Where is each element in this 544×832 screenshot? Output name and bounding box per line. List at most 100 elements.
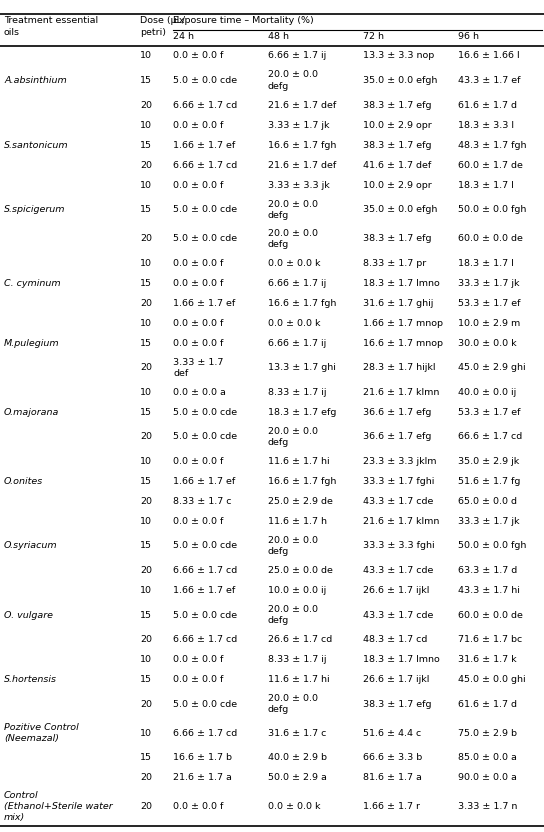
Text: 16.6 ± 1.7 b: 16.6 ± 1.7 b	[173, 753, 232, 762]
Text: 20: 20	[140, 364, 152, 372]
Text: 1.66 ± 1.7 mnop: 1.66 ± 1.7 mnop	[363, 319, 443, 328]
Text: 35.0 ± 2.9 jk: 35.0 ± 2.9 jk	[458, 457, 520, 466]
Text: S.santonicum: S.santonicum	[4, 141, 69, 150]
Text: 40.0 ± 2.9 b: 40.0 ± 2.9 b	[268, 753, 327, 762]
Text: Control
(Ethanol+Sterile water
mix): Control (Ethanol+Sterile water mix)	[4, 791, 113, 823]
Text: 0.0 ± 0.0 f: 0.0 ± 0.0 f	[173, 339, 224, 348]
Text: 20: 20	[140, 635, 152, 644]
Text: 0.0 ± 0.0 k: 0.0 ± 0.0 k	[268, 802, 320, 811]
Text: 36.6 ± 1.7 efg: 36.6 ± 1.7 efg	[363, 408, 431, 417]
Text: 10.0 ± 2.9 m: 10.0 ± 2.9 m	[458, 319, 520, 328]
Text: S.spicigerum: S.spicigerum	[4, 206, 65, 214]
Text: 33.3 ± 3.3 fghi: 33.3 ± 3.3 fghi	[363, 542, 435, 551]
Text: 10: 10	[140, 457, 152, 466]
Text: 11.6 ± 1.7 hi: 11.6 ± 1.7 hi	[268, 457, 330, 466]
Text: 48.3 ± 1.7 cd: 48.3 ± 1.7 cd	[363, 635, 428, 644]
Text: 43.3 ± 1.7 ef: 43.3 ± 1.7 ef	[458, 76, 521, 85]
Text: 26.6 ± 1.7 ijkl: 26.6 ± 1.7 ijkl	[363, 586, 429, 595]
Text: 31.6 ± 1.7 k: 31.6 ± 1.7 k	[458, 655, 517, 664]
Text: 60.0 ± 1.7 de: 60.0 ± 1.7 de	[458, 161, 523, 170]
Text: 10: 10	[140, 586, 152, 595]
Text: 5.0 ± 0.0 cde: 5.0 ± 0.0 cde	[173, 408, 237, 417]
Text: 20: 20	[140, 101, 152, 110]
Text: 3.33 ± 1.7 n: 3.33 ± 1.7 n	[458, 802, 517, 811]
Text: 24 h: 24 h	[173, 32, 194, 41]
Text: 30.0 ± 0.0 k: 30.0 ± 0.0 k	[458, 339, 517, 348]
Text: 10: 10	[140, 181, 152, 190]
Text: 10: 10	[140, 121, 152, 130]
Text: 20: 20	[140, 299, 152, 308]
Text: 5.0 ± 0.0 cde: 5.0 ± 0.0 cde	[173, 76, 237, 85]
Text: 20.0 ± 0.0
defg: 20.0 ± 0.0 defg	[268, 694, 318, 714]
Text: 20.0 ± 0.0
defg: 20.0 ± 0.0 defg	[268, 200, 318, 220]
Text: 45.0 ± 0.0 ghi: 45.0 ± 0.0 ghi	[458, 675, 526, 684]
Text: 3.33 ± 1.7 jk: 3.33 ± 1.7 jk	[268, 121, 330, 130]
Text: 43.3 ± 1.7 cde: 43.3 ± 1.7 cde	[363, 611, 434, 620]
Text: 60.0 ± 0.0 de: 60.0 ± 0.0 de	[458, 235, 523, 243]
Text: 10: 10	[140, 655, 152, 664]
Text: 25.0 ± 0.0 de: 25.0 ± 0.0 de	[268, 566, 333, 575]
Text: 3.33 ± 1.7
def: 3.33 ± 1.7 def	[173, 358, 224, 378]
Text: M.pulegium: M.pulegium	[4, 339, 60, 348]
Text: 21.6 ± 1.7 klmn: 21.6 ± 1.7 klmn	[363, 517, 440, 526]
Text: 0.0 ± 0.0 f: 0.0 ± 0.0 f	[173, 319, 224, 328]
Text: 33.3 ± 1.7 fghi: 33.3 ± 1.7 fghi	[363, 477, 434, 486]
Text: 85.0 ± 0.0 a: 85.0 ± 0.0 a	[458, 753, 517, 762]
Text: 6.66 ± 1.7 cd: 6.66 ± 1.7 cd	[173, 635, 237, 644]
Text: 25.0 ± 2.9 de: 25.0 ± 2.9 de	[268, 497, 333, 506]
Text: C. cyminum: C. cyminum	[4, 279, 60, 288]
Text: 15: 15	[140, 339, 152, 348]
Text: 96 h: 96 h	[458, 32, 479, 41]
Text: 1.66 ± 1.7 ef: 1.66 ± 1.7 ef	[173, 477, 235, 486]
Text: 61.6 ± 1.7 d: 61.6 ± 1.7 d	[458, 101, 517, 110]
Text: 15: 15	[140, 141, 152, 150]
Text: 36.6 ± 1.7 efg: 36.6 ± 1.7 efg	[363, 433, 431, 441]
Text: 65.0 ± 0.0 d: 65.0 ± 0.0 d	[458, 497, 517, 506]
Text: 10: 10	[140, 319, 152, 328]
Text: 10.0 ± 0.0 ij: 10.0 ± 0.0 ij	[268, 586, 326, 595]
Text: 51.6 ± 1.7 fg: 51.6 ± 1.7 fg	[458, 477, 521, 486]
Text: 8.33 ± 1.7 ij: 8.33 ± 1.7 ij	[268, 388, 326, 397]
Text: S.hortensis: S.hortensis	[4, 675, 57, 684]
Text: 0.0 ± 0.0 f: 0.0 ± 0.0 f	[173, 517, 224, 526]
Text: 23.3 ± 3.3 jklm: 23.3 ± 3.3 jklm	[363, 457, 436, 466]
Text: 31.6 ± 1.7 c: 31.6 ± 1.7 c	[268, 729, 326, 738]
Text: 66.6 ± 3.3 b: 66.6 ± 3.3 b	[363, 753, 422, 762]
Text: 66.6 ± 1.7 cd: 66.6 ± 1.7 cd	[458, 433, 522, 441]
Text: 81.6 ± 1.7 a: 81.6 ± 1.7 a	[363, 773, 422, 782]
Text: 18.3 ± 1.7 efg: 18.3 ± 1.7 efg	[268, 408, 336, 417]
Text: 0.0 ± 0.0 a: 0.0 ± 0.0 a	[173, 388, 226, 397]
Text: 15: 15	[140, 542, 152, 551]
Text: 61.6 ± 1.7 d: 61.6 ± 1.7 d	[458, 700, 517, 709]
Text: 53.3 ± 1.7 ef: 53.3 ± 1.7 ef	[458, 408, 521, 417]
Text: 20: 20	[140, 802, 152, 811]
Text: 18.3 ± 3.3 l: 18.3 ± 3.3 l	[458, 121, 514, 130]
Text: 20.0 ± 0.0
defg: 20.0 ± 0.0 defg	[268, 536, 318, 556]
Text: 50.0 ± 0.0 fgh: 50.0 ± 0.0 fgh	[458, 206, 527, 214]
Text: 75.0 ± 2.9 b: 75.0 ± 2.9 b	[458, 729, 517, 738]
Text: 63.3 ± 1.7 d: 63.3 ± 1.7 d	[458, 566, 517, 575]
Text: 0.0 ± 0.0 f: 0.0 ± 0.0 f	[173, 121, 224, 130]
Text: 5.0 ± 0.0 cde: 5.0 ± 0.0 cde	[173, 700, 237, 709]
Text: 20: 20	[140, 566, 152, 575]
Text: 50.0 ± 0.0 fgh: 50.0 ± 0.0 fgh	[458, 542, 527, 551]
Text: 26.6 ± 1.7 cd: 26.6 ± 1.7 cd	[268, 635, 332, 644]
Text: 45.0 ± 2.9 ghi: 45.0 ± 2.9 ghi	[458, 364, 526, 372]
Text: O.onites: O.onites	[4, 477, 44, 486]
Text: 20: 20	[140, 235, 152, 243]
Text: 0.0 ± 0.0 k: 0.0 ± 0.0 k	[268, 319, 320, 328]
Text: Pozitive Control
(Neemazal): Pozitive Control (Neemazal)	[4, 723, 79, 743]
Text: 15: 15	[140, 279, 152, 288]
Text: 13.3 ± 1.7 ghi: 13.3 ± 1.7 ghi	[268, 364, 336, 372]
Text: 38.3 ± 1.7 efg: 38.3 ± 1.7 efg	[363, 141, 431, 150]
Text: Treatment essential
oils: Treatment essential oils	[4, 16, 98, 37]
Text: 33.3 ± 1.7 jk: 33.3 ± 1.7 jk	[458, 517, 520, 526]
Text: 6.66 ± 1.7 ij: 6.66 ± 1.7 ij	[268, 279, 326, 288]
Text: 1.66 ± 1.7 ef: 1.66 ± 1.7 ef	[173, 586, 235, 595]
Text: 8.33 ± 1.7 pr: 8.33 ± 1.7 pr	[363, 259, 426, 268]
Text: 43.3 ± 1.7 cde: 43.3 ± 1.7 cde	[363, 566, 434, 575]
Text: 0.0 ± 0.0 f: 0.0 ± 0.0 f	[173, 181, 224, 190]
Text: O.majorana: O.majorana	[4, 408, 59, 417]
Text: 18.3 ± 1.7 l: 18.3 ± 1.7 l	[458, 181, 514, 190]
Text: 48.3 ± 1.7 fgh: 48.3 ± 1.7 fgh	[458, 141, 527, 150]
